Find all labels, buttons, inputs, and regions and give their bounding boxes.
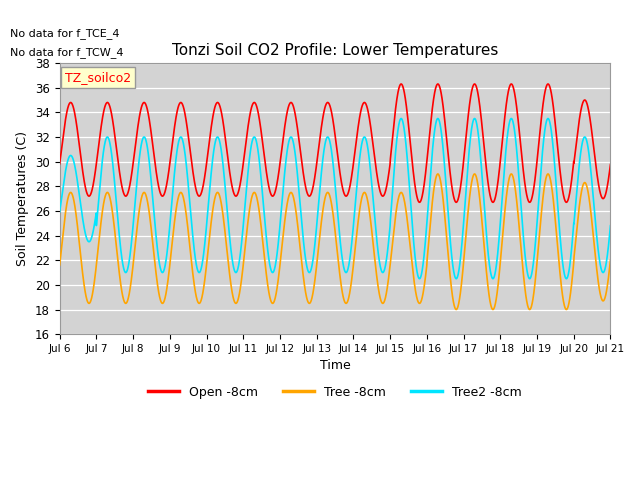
X-axis label: Time: Time xyxy=(319,360,351,372)
Text: TZ_soilco2: TZ_soilco2 xyxy=(65,71,131,84)
Legend: Open -8cm, Tree -8cm, Tree2 -8cm: Open -8cm, Tree -8cm, Tree2 -8cm xyxy=(143,381,527,404)
Text: No data for f_TCE_4: No data for f_TCE_4 xyxy=(10,28,120,39)
Y-axis label: Soil Temperatures (C): Soil Temperatures (C) xyxy=(17,131,29,266)
Text: No data for f_TCW_4: No data for f_TCW_4 xyxy=(10,47,124,58)
Title: Tonzi Soil CO2 Profile: Lower Temperatures: Tonzi Soil CO2 Profile: Lower Temperatur… xyxy=(172,43,498,58)
